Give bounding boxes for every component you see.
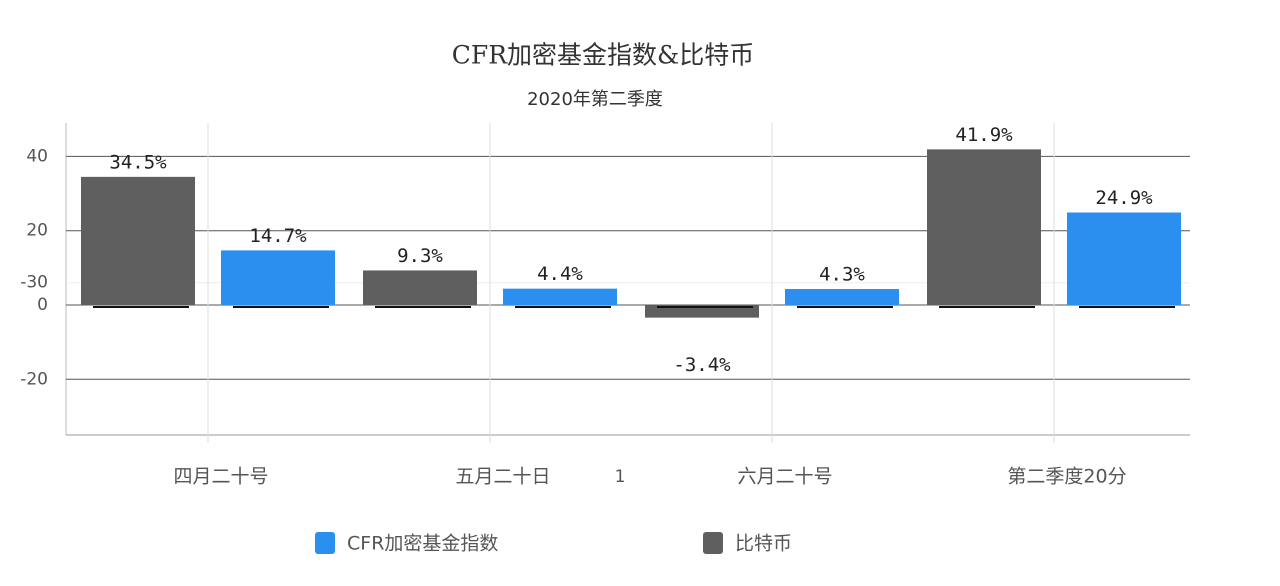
bar [785,289,899,305]
x-tick-label: 六月二十号 [737,466,832,488]
bar [221,250,335,305]
y-tick-label: 20 [26,221,48,241]
legend-label: CFR加密基金指数 [347,533,498,555]
legend-label: 比特币 [735,533,792,555]
y-tick-label: 0 [37,295,48,315]
value-label: 4.3% [819,264,865,286]
bar [503,288,617,305]
bar [1067,212,1181,305]
y-tick-label: 40 [26,146,48,166]
value-label: 34.5% [109,151,167,173]
legend-swatch [703,532,723,554]
bar [927,149,1041,305]
annotation: 1 [615,467,626,487]
bar [81,176,195,305]
value-label: 24.9% [1095,187,1153,209]
chart-subtitle: 2020年第二季度 [527,89,663,110]
chart-title: CFR加密基金指数&比特币 [452,41,755,70]
bar [645,305,759,318]
legend-swatch [315,532,335,554]
y-tick-label: -30 [20,273,48,293]
value-label: 4.4% [537,263,583,285]
y-tick-label: -20 [20,369,48,389]
value-label: 14.7% [249,225,307,247]
value-label: 9.3% [397,245,443,267]
value-label: -3.4% [673,354,731,376]
value-label: 41.9% [955,124,1013,146]
x-tick-label: 第二季度20分 [1007,466,1126,488]
bar [363,270,477,305]
x-tick-label: 四月二十号 [173,466,268,488]
x-tick-label: 五月二十日 [455,466,550,488]
